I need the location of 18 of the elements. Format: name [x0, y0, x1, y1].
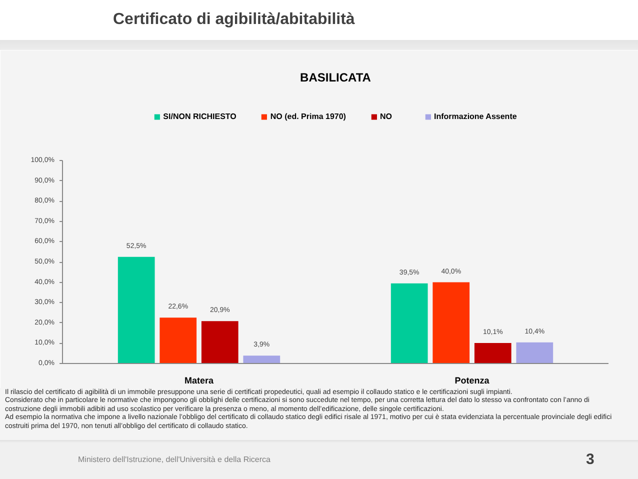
legend-label: NO: [380, 112, 393, 121]
chart-subtitle: BASILICATA: [300, 70, 372, 84]
bar: [432, 282, 470, 364]
bar: [118, 256, 155, 364]
legend-label: NO (ed. Prima 1970): [270, 112, 346, 121]
bar: [390, 283, 428, 364]
text: 3: [586, 450, 594, 470]
bar: [201, 321, 238, 364]
bar: [243, 356, 280, 364]
x-tick-label: Matera: [184, 376, 214, 386]
chart-title: Certificato di agibilità/abitabilità: [112, 10, 355, 30]
x-tick-label: Potenza: [454, 376, 490, 386]
legend-label: SI/NON RICHIESTO: [163, 112, 236, 121]
bar: [516, 342, 554, 364]
bar: [160, 318, 197, 364]
bar: [474, 342, 512, 364]
text: Ministero dell'Istruzione, dell'Università e della Ricerca: [78, 454, 270, 466]
legend-label: Informazione Assente: [434, 112, 517, 121]
